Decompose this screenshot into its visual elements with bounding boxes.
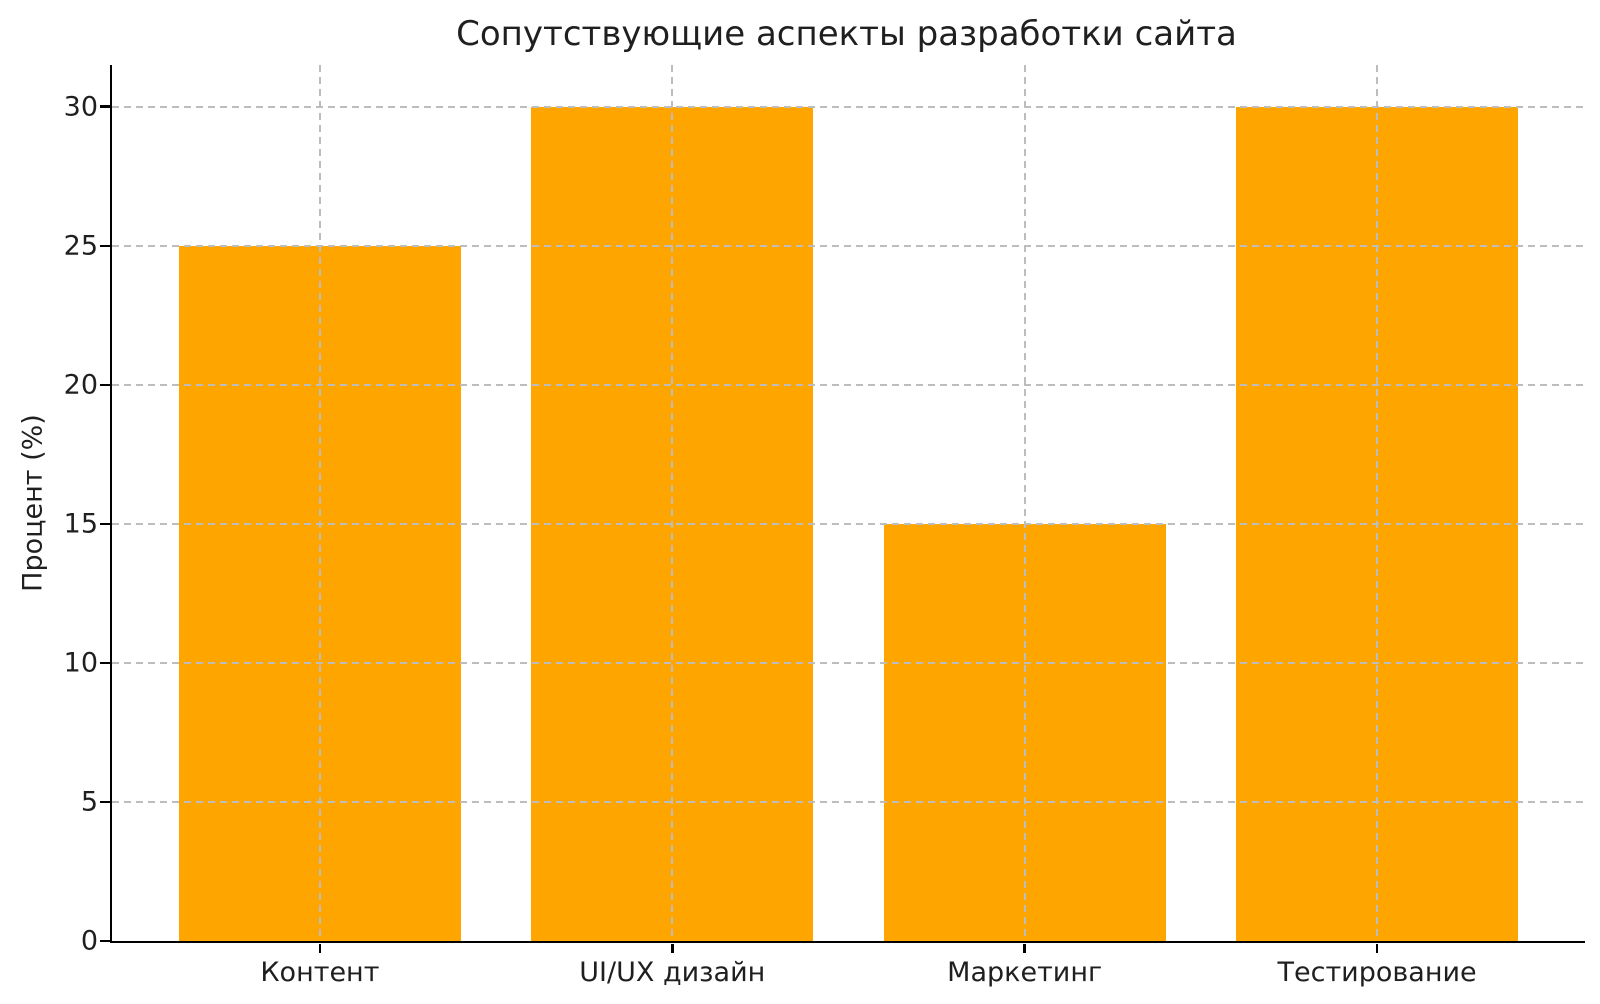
x-tick-label-2: UI/UX дизайн: [579, 957, 766, 988]
y-tick-label-5: 5: [80, 786, 98, 818]
gridline-h-5: [112, 800, 1585, 803]
gridline-v-4: [1376, 65, 1379, 941]
y-tick-10: [99, 661, 110, 665]
plot-area: 0 5 10 15 20 25 30 Контент UI/UX дизайн Маркетинг…: [64, 65, 1585, 988]
x-tick-label-3: Маркетинг: [947, 957, 1103, 988]
y-tick-5: [99, 800, 110, 804]
x-tick-4: [1375, 943, 1379, 953]
chart-title: Сопутствующие аспекты разработки сайта: [456, 14, 1237, 54]
gridline-h-20: [112, 383, 1585, 386]
y-tick-25: [99, 244, 110, 248]
x-tick-2: [671, 943, 674, 953]
y-tick-30: [99, 105, 110, 108]
y-tick-label-20: 20: [63, 369, 98, 401]
gridline-h-25: [112, 244, 1585, 247]
gridline-v-2: [671, 65, 674, 941]
y-tick-label-25: 25: [63, 230, 98, 262]
x-tick-1: [318, 943, 322, 953]
gridline-h-10: [112, 661, 1585, 664]
y-tick-label-30: 30: [63, 91, 98, 123]
x-tick-label-1: Контент: [260, 957, 380, 988]
y-tick-0: [99, 939, 110, 943]
y-axis-label: Процент (%): [17, 414, 49, 592]
gridline-h-15: [112, 522, 1585, 525]
x-tick-3: [1023, 943, 1026, 953]
gridline-v-1: [318, 65, 321, 941]
gridline-h-30: [112, 105, 1585, 108]
y-tick-label-0: 0: [80, 925, 98, 957]
gridline-v-3: [1023, 65, 1026, 941]
y-tick-20: [99, 383, 110, 387]
y-tick-label-10: 10: [63, 647, 98, 679]
y-tick-15: [99, 522, 110, 526]
x-tick-label-4: Тестирование: [1277, 957, 1477, 988]
y-tick-label-15: 15: [63, 508, 98, 540]
